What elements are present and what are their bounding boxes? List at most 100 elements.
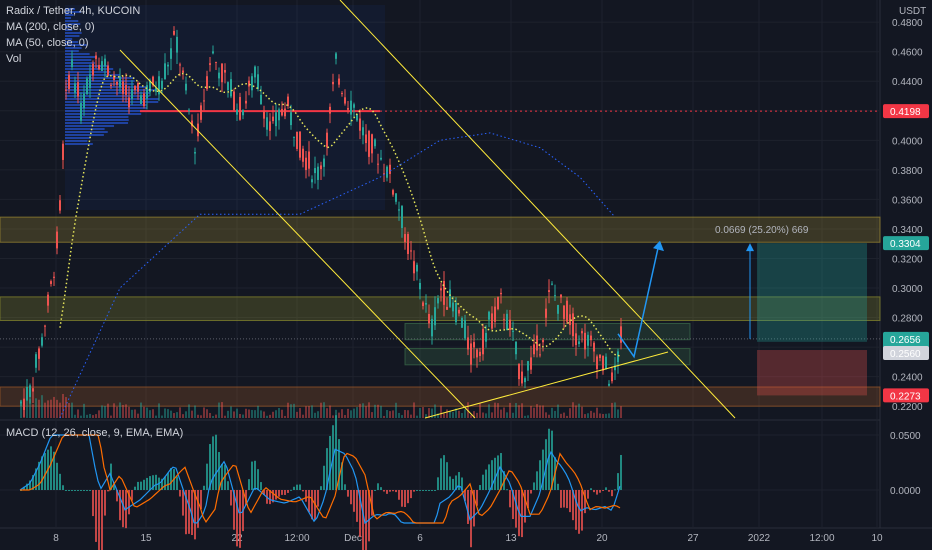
volume-bar bbox=[122, 404, 124, 418]
macd-hist-bar bbox=[68, 490, 70, 491]
macd-hist-bar bbox=[473, 490, 475, 527]
macd-hist-bar bbox=[530, 490, 532, 494]
volume-bar bbox=[254, 410, 256, 418]
candle-body bbox=[494, 306, 496, 322]
volume-bars bbox=[20, 393, 622, 418]
candle-body bbox=[587, 334, 589, 346]
symbol-legend[interactable]: Radix / Tether, 4h, KUCOIN bbox=[6, 5, 140, 17]
volume-bar bbox=[311, 405, 313, 418]
candle-body bbox=[152, 76, 154, 86]
candle-body bbox=[353, 104, 355, 108]
volume-bar bbox=[206, 409, 208, 418]
price-badge-text-resistance: 0.4198 bbox=[890, 107, 921, 118]
volume-bar bbox=[74, 414, 76, 418]
candle-body bbox=[128, 97, 130, 108]
volume-bar bbox=[347, 408, 349, 418]
macd-hist-bar bbox=[533, 482, 535, 490]
volume-bar bbox=[317, 411, 319, 418]
macd-legend[interactable]: MACD (12, 26, close, 9, EMA, EMA) bbox=[6, 427, 183, 439]
volume-bar bbox=[308, 406, 310, 418]
candle-body bbox=[206, 76, 208, 90]
volume-bar bbox=[194, 405, 196, 418]
macd-hist-bar bbox=[26, 483, 28, 490]
volume-bar bbox=[77, 409, 79, 418]
volume-bar bbox=[284, 415, 286, 418]
volume-legend[interactable]: Vol bbox=[6, 53, 21, 65]
macd-hist-bar bbox=[356, 490, 358, 522]
volume-bar bbox=[440, 405, 442, 418]
macd-hist-bar bbox=[137, 481, 139, 490]
volume-bar bbox=[143, 406, 145, 418]
macd-hist-bar bbox=[563, 490, 565, 508]
candle-body bbox=[302, 148, 304, 162]
volume-profile-bar bbox=[65, 131, 108, 133]
candle-body bbox=[182, 70, 184, 73]
macd-hist-bar bbox=[80, 490, 82, 491]
macd-hist-bar bbox=[527, 490, 529, 509]
volume-profile-bar bbox=[65, 89, 155, 91]
candle-body bbox=[299, 131, 301, 158]
ascending-support-line bbox=[424, 351, 669, 419]
volume-bar bbox=[128, 406, 130, 418]
volume-bar bbox=[383, 415, 385, 418]
candle-body bbox=[440, 288, 442, 291]
volume-bar bbox=[359, 403, 361, 418]
candle-body bbox=[500, 292, 502, 295]
candle-body bbox=[272, 116, 274, 122]
candle-body bbox=[290, 112, 292, 126]
candle-body bbox=[611, 372, 613, 382]
candle-body bbox=[407, 234, 409, 255]
volume-bar bbox=[116, 406, 118, 418]
candle-body bbox=[167, 64, 169, 67]
macd-hist-bar bbox=[236, 490, 238, 547]
macd-hist-bar bbox=[212, 436, 214, 490]
time-tick-label: 12:00 bbox=[809, 533, 834, 544]
macd-tick-label: 0.0000 bbox=[890, 486, 921, 497]
volume-bar bbox=[110, 415, 112, 418]
macd-hist-bar bbox=[392, 490, 394, 492]
macd-hist-bar bbox=[413, 490, 415, 492]
candle-body bbox=[71, 59, 73, 68]
ma200-legend[interactable]: MA (200, close, 0) bbox=[6, 21, 95, 33]
candle-body bbox=[608, 383, 610, 386]
macd-hist-bar bbox=[359, 490, 361, 537]
volume-bar bbox=[56, 399, 58, 418]
volume-bar bbox=[521, 403, 523, 418]
macd-hist-bar bbox=[263, 490, 265, 496]
candle-body bbox=[29, 385, 31, 397]
candle-body bbox=[530, 357, 532, 370]
candle-body bbox=[584, 332, 586, 350]
volume-bar bbox=[512, 412, 514, 418]
macd-hist-bar bbox=[245, 490, 247, 506]
volume-bar bbox=[257, 405, 259, 418]
macd-hist-bar bbox=[389, 490, 391, 492]
macd-hist-bar bbox=[419, 490, 421, 491]
volume-bar bbox=[278, 407, 280, 418]
candle-body bbox=[347, 107, 349, 110]
macd-hist-bar bbox=[464, 490, 466, 501]
macd-hist-bar bbox=[551, 430, 553, 490]
volume-label: Vol bbox=[6, 53, 22, 65]
candle-body bbox=[392, 190, 394, 195]
price-tick-label: 0.4400 bbox=[892, 77, 923, 88]
candle-body bbox=[56, 231, 58, 249]
macd-hist-bar bbox=[86, 490, 88, 491]
macd-hist-bar bbox=[575, 490, 577, 530]
volume-bar bbox=[443, 413, 445, 418]
volume-profile-bar bbox=[65, 77, 135, 79]
support-resistance-zone bbox=[404, 348, 691, 366]
price-tick-label: 0.3000 bbox=[892, 284, 923, 295]
macd-hist-bar bbox=[284, 490, 286, 495]
candle-body bbox=[263, 111, 265, 119]
volume-bar bbox=[242, 414, 244, 418]
ma50-legend[interactable]: MA (50, close, 0) bbox=[6, 37, 89, 49]
candle-body bbox=[74, 83, 76, 93]
candle-body bbox=[533, 344, 535, 355]
measure-arrowhead bbox=[746, 243, 754, 252]
macd-hist-bar bbox=[206, 463, 208, 490]
macd-hist-bar bbox=[509, 490, 511, 508]
macd-hist-bar bbox=[83, 490, 85, 491]
macd-hist-bar bbox=[128, 490, 130, 515]
volume-bar bbox=[338, 412, 340, 418]
